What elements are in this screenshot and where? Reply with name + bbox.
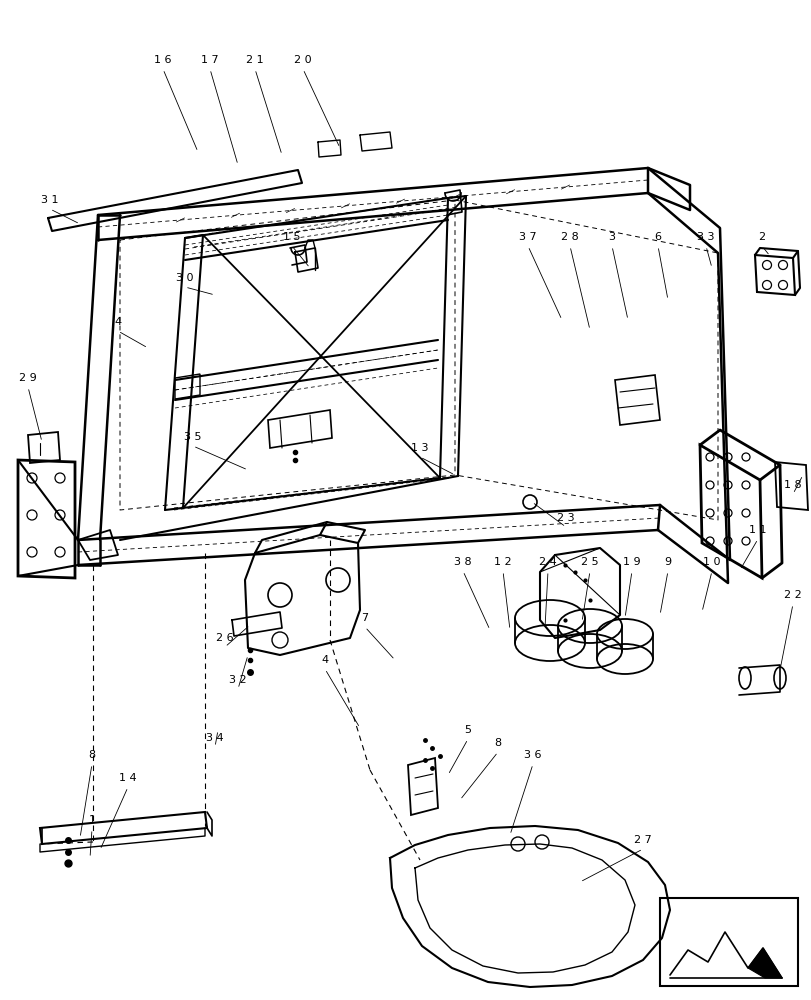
Polygon shape [747,948,781,978]
Text: 3 1: 3 1 [41,195,58,205]
Text: 1 1: 1 1 [749,525,766,535]
Text: 3: 3 [607,232,615,242]
Bar [659,898,797,986]
Text: 2 4: 2 4 [539,557,556,567]
Text: 2 5: 2 5 [581,557,598,567]
Text: 2 3: 2 3 [556,513,574,523]
Text: 3 0: 3 0 [176,273,194,283]
Text: 1 2: 1 2 [494,557,511,567]
Text: 9: 9 [663,557,671,567]
Text: 2 7: 2 7 [633,835,651,845]
Text: 3 6: 3 6 [524,750,541,760]
Text: 8: 8 [494,738,501,748]
Text: 1 8: 1 8 [783,480,800,490]
Text: 1 6: 1 6 [154,55,172,65]
Text: 5: 5 [464,725,471,735]
Text: 6: 6 [654,232,661,242]
Text: 1: 1 [88,815,96,825]
Text: 2 2: 2 2 [783,590,801,600]
Text: 2 8: 2 8 [560,232,578,242]
Text: 1 9: 1 9 [622,557,640,567]
Text: 1 3: 1 3 [410,443,428,453]
Text: 3 8: 3 8 [453,557,471,567]
Text: 3 7: 3 7 [518,232,536,242]
Text: 1 0: 1 0 [702,557,720,567]
Text: 7: 7 [361,613,368,623]
Text: 2 6: 2 6 [216,633,234,643]
Text: 2 0: 2 0 [294,55,311,65]
Text: 8: 8 [88,750,96,760]
Text: 3 2: 3 2 [229,675,247,685]
Text: 4: 4 [114,317,122,327]
Text: 2 9: 2 9 [19,373,36,383]
Text: 3 3: 3 3 [697,232,714,242]
Text: 1 7: 1 7 [201,55,218,65]
Text: 3 4: 3 4 [206,733,224,743]
Text: 3 5: 3 5 [184,432,201,442]
Text: 1 5: 1 5 [283,232,300,242]
Text: 1 4: 1 4 [119,773,136,783]
Text: 4: 4 [321,655,328,665]
Text: 2 1: 2 1 [246,55,264,65]
Text: 2: 2 [757,232,765,242]
